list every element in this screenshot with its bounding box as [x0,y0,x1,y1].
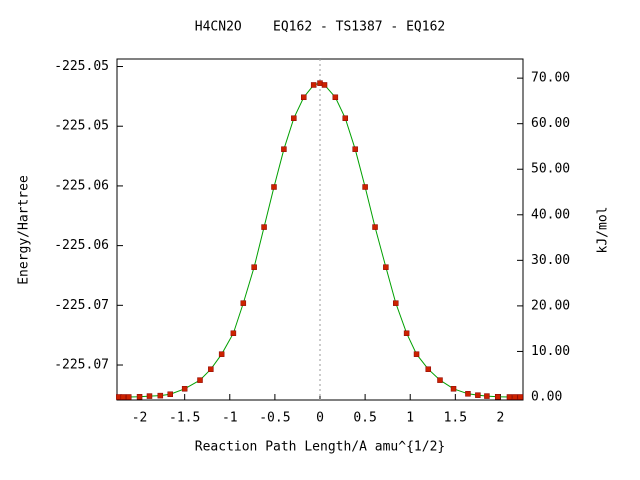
point [291,115,297,121]
point [218,351,225,357]
y2-axis-label: kJ/mol [596,207,611,254]
x-tick-label: -2 [132,411,148,426]
point [393,300,399,306]
point [475,392,481,398]
x-tick-label: 2 [497,411,505,426]
point [157,392,164,399]
point [281,146,287,152]
x-axis-label: Reaction Path Length/A amu^{1/2} [195,440,445,455]
x-tick-label: 0.5 [353,411,376,426]
y-tick-label: -225.07 [54,298,109,313]
point [413,351,420,357]
point [450,386,457,392]
point [352,146,358,152]
y2-tick-label: 40.00 [531,207,570,222]
point [120,394,127,400]
x-tick-label: -1 [222,411,238,426]
point [506,394,513,400]
point [517,394,524,400]
point [181,386,188,392]
x-tick-label: 0 [316,411,324,426]
point [465,391,471,397]
point [208,366,214,372]
point [310,82,317,88]
point [251,264,257,270]
x-tick-label: -0.5 [259,411,290,426]
y2-tick-label: 50.00 [531,162,570,177]
y2-tick-label: 10.00 [531,344,570,359]
x-tick-label: 1.5 [444,411,467,426]
point [512,394,518,400]
point [301,94,307,101]
point [146,393,153,399]
y2-tick-label: 20.00 [531,298,570,313]
point [362,184,368,190]
point [261,224,267,230]
y2-tick-label: 0.00 [531,389,562,404]
y2-tick-label: 70.00 [531,71,570,86]
point [383,264,389,270]
point [321,82,328,88]
point [125,394,132,400]
point [372,224,378,230]
point [167,391,173,398]
x-tick-label: 1 [406,411,414,426]
point [494,394,501,400]
y-tick-label: -225.06 [54,238,109,253]
point [342,115,349,121]
point [136,394,143,400]
y-tick-label: -225.06 [54,178,109,193]
point [332,94,339,101]
y2-tick-label: 30.00 [531,253,570,268]
point [197,377,203,383]
y-tick-label: -225.07 [54,358,109,373]
point [425,366,432,372]
x-tick-label: -1.5 [169,411,200,426]
chart-title: H4CN2O EQ162 - TS1387 - EQ162 [195,20,445,35]
point [116,394,122,400]
y-axis-label: Energy/Hartree [17,175,32,285]
y-tick-label: -225.05 [54,119,109,134]
point [317,80,323,86]
y-tick-label: -225.05 [54,59,109,74]
point [403,330,410,336]
point [271,184,277,190]
point [437,377,443,383]
point [230,330,237,336]
y2-tick-label: 60.00 [531,116,570,131]
point [240,300,247,306]
point [484,393,490,399]
